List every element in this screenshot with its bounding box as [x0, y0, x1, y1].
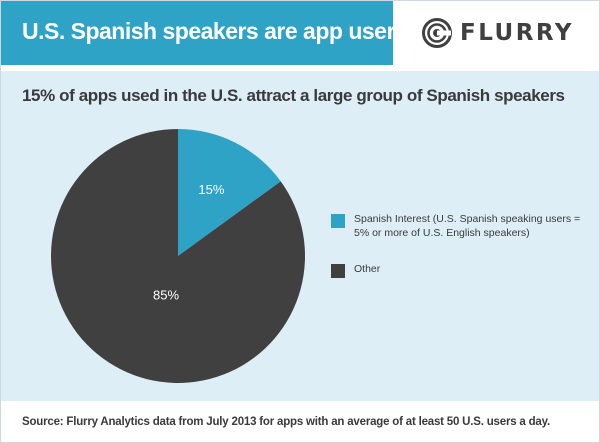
flurry-logo: FLURRY [422, 18, 574, 48]
legend-label-spanish-interest: Spanish Interest (U.S. Spanish speaking … [354, 213, 581, 239]
logo-text: FLURRY [460, 20, 575, 46]
pie-label-spanish-interest: 15% [198, 182, 224, 197]
flurry-logo-icon [422, 18, 452, 48]
chart-legend: Spanish Interest (U.S. Spanish speaking … [331, 212, 591, 300]
pie-slice-spanish-interest [178, 129, 281, 256]
footer-bar [1, 403, 599, 442]
legend-item-other: Other [331, 262, 591, 278]
legend-item-spanish-interest: Spanish Interest (U.S. Spanish speaking … [331, 212, 591, 240]
pie-label-other: 85% [153, 287, 179, 302]
legend-swatch-spanish-interest [331, 214, 345, 228]
source-note: Source: Flurry Analytics data from July … [22, 416, 550, 428]
pie-slice-other [51, 129, 306, 383]
legend-swatch-other [331, 264, 345, 278]
header-bar [1, 1, 393, 65]
header-title: U.S. Spanish speakers are app users [22, 18, 408, 44]
pie-chart: 15% 85% [51, 129, 306, 383]
legend-label-other: Other [354, 263, 381, 275]
chart-title: 15% of apps used in the U.S. attract a l… [22, 86, 565, 105]
